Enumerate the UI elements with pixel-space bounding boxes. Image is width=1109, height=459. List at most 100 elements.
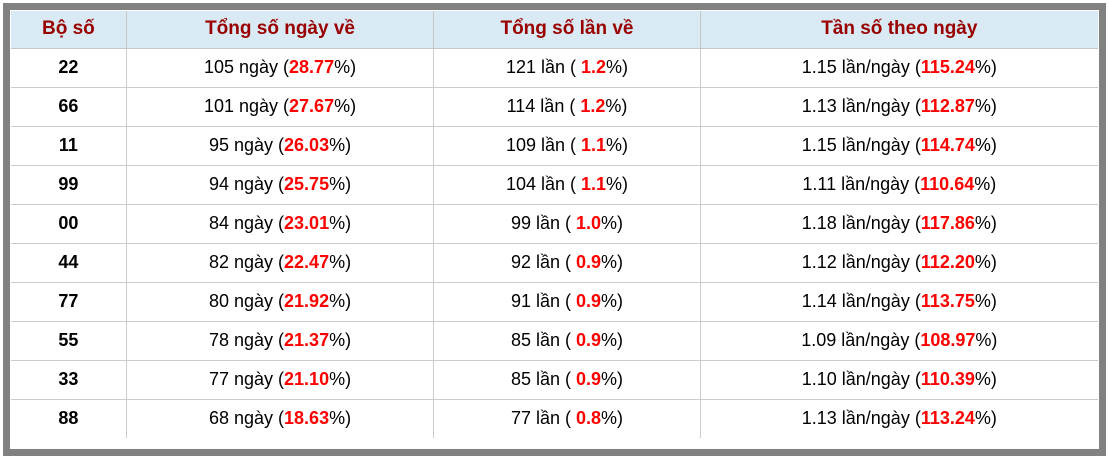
- table-row: 22 105 ngày (28.77%) 121 lần ( 1.2%) 1.1…: [11, 47, 1098, 88]
- times-text: 91 lần (: [510, 291, 576, 311]
- times-text: 85 lần (: [510, 330, 576, 350]
- days-text: 77 ngày (: [208, 369, 285, 389]
- times-closing: %): [606, 174, 629, 194]
- times-percent: 1.1: [581, 174, 607, 194]
- frequency-text: 1.13 lần/ngày (: [801, 408, 921, 429]
- times-percent: 1.2: [580, 96, 606, 116]
- days-text: 78 ngày (: [208, 330, 285, 350]
- pair-cell: 33: [11, 359, 127, 400]
- total-times-cell: 109 lần ( 1.1%): [433, 125, 701, 166]
- frequency-percent: 117.86: [920, 213, 975, 233]
- pair-cell: 55: [11, 320, 127, 361]
- frequency-closing: %): [974, 291, 997, 311]
- total-days-cell: 82 ngày (22.47%): [125, 242, 435, 283]
- frequency-closing: %): [974, 369, 997, 389]
- times-closing: %): [601, 213, 624, 233]
- days-percent: 27.67: [289, 96, 335, 116]
- frequency-cell: 1.13 lần/ngày (112.87%): [699, 86, 1098, 127]
- pair-value: 99: [58, 174, 79, 194]
- frequency-cell: 1.12 lần/ngày (112.20%): [699, 242, 1098, 283]
- total-times-cell: 114 lần ( 1.2%): [433, 86, 701, 127]
- frequency-percent: 113.24: [920, 408, 975, 429]
- frequency-cell: 1.18 lần/ngày (117.86%): [699, 203, 1098, 244]
- times-percent: 1.2: [581, 57, 607, 77]
- column-header-pair: Bộ số: [11, 11, 127, 49]
- pair-cell: 44: [11, 242, 127, 283]
- table-row: 99 94 ngày (25.75%) 104 lần ( 1.1%) 1.11…: [11, 164, 1098, 205]
- table-row: 88 68 ngày (18.63%) 77 lần ( 0.8%) 1.13 …: [11, 398, 1098, 438]
- pair-cell: 22: [11, 47, 127, 88]
- frequency-percent: 115.24: [920, 57, 975, 77]
- times-text: 109 lần (: [505, 135, 581, 155]
- times-text: 114 lần (: [506, 96, 581, 116]
- total-days-cell: 94 ngày (25.75%): [125, 164, 435, 205]
- times-closing: %): [601, 330, 624, 350]
- times-percent: 0.9: [575, 291, 602, 311]
- frequency-text: 1.12 lần/ngày (: [801, 252, 921, 272]
- days-text: 101 ngày (: [203, 96, 290, 116]
- days-percent: 23.01: [284, 213, 330, 233]
- total-days-cell: 84 ngày (23.01%): [125, 203, 435, 244]
- column-header-total-days: Tổng số ngày về: [125, 11, 435, 49]
- times-closing: %): [606, 135, 629, 155]
- frequency-percent: 110.39: [920, 369, 975, 389]
- times-percent: 1.0: [575, 213, 602, 233]
- frequency-percent: 112.87: [920, 96, 975, 116]
- frequency-text: 1.10 lần/ngày (: [801, 369, 921, 389]
- frequency-percent: 110.64: [920, 174, 975, 194]
- pair-cell: 77: [11, 281, 127, 322]
- times-closing: %): [601, 252, 624, 272]
- column-header-total-times: Tổng số lần về: [433, 11, 701, 49]
- total-days-cell: 68 ngày (18.63%): [125, 398, 435, 438]
- frequency-percent: 114.74: [920, 135, 975, 155]
- total-days-cell: 77 ngày (21.10%): [125, 359, 435, 400]
- pair-cell: 00: [11, 203, 127, 244]
- frequency-cell: 1.15 lần/ngày (114.74%): [699, 125, 1098, 166]
- total-times-cell: 91 lần ( 0.9%): [433, 281, 701, 322]
- days-percent: 21.10: [284, 369, 330, 389]
- days-closing: %): [329, 135, 352, 155]
- frequency-percent: 112.20: [920, 252, 975, 272]
- times-closing: %): [601, 369, 624, 389]
- days-closing: %): [334, 57, 357, 77]
- frequency-closing: %): [974, 57, 997, 77]
- total-times-cell: 121 lần ( 1.2%): [433, 47, 701, 88]
- days-percent: 18.63: [284, 408, 330, 429]
- times-text: 104 lần (: [505, 174, 581, 194]
- days-text: 80 ngày (: [208, 291, 285, 311]
- days-percent: 28.77: [289, 57, 335, 77]
- header-row: Bộ số Tổng số ngày về Tổng số lần về Tần…: [11, 11, 1098, 49]
- pair-cell: 99: [11, 164, 127, 205]
- days-percent: 21.92: [284, 291, 330, 311]
- table-row: 66 101 ngày (27.67%) 114 lần ( 1.2%) 1.1…: [11, 86, 1098, 127]
- days-closing: %): [329, 291, 352, 311]
- days-text: 105 ngày (: [203, 57, 290, 77]
- frequency-cell: 1.14 lần/ngày (113.75%): [699, 281, 1098, 322]
- total-times-cell: 85 lần ( 0.9%): [433, 359, 701, 400]
- days-closing: %): [329, 174, 352, 194]
- times-text: 77 lần (: [510, 408, 576, 429]
- frequency-closing: %): [974, 96, 997, 116]
- total-times-cell: 104 lần ( 1.1%): [433, 164, 701, 205]
- total-days-cell: 95 ngày (26.03%): [125, 125, 435, 166]
- pair-value: 22: [58, 57, 79, 77]
- times-text: 121 lần (: [505, 57, 581, 77]
- frequency-cell: 1.11 lần/ngày (110.64%): [699, 164, 1098, 205]
- times-text: 99 lần (: [510, 213, 576, 233]
- times-percent: 0.9: [575, 252, 602, 272]
- days-closing: %): [329, 330, 352, 350]
- pair-value: 77: [58, 291, 79, 311]
- times-text: 92 lần (: [510, 252, 576, 272]
- frequency-cell: 1.09 lần/ngày (108.97%): [699, 320, 1098, 361]
- pair-value: 55: [58, 330, 79, 350]
- pair-cell: 66: [11, 86, 127, 127]
- total-days-cell: 78 ngày (21.37%): [125, 320, 435, 361]
- pair-value: 11: [58, 135, 78, 155]
- total-times-cell: 92 lần ( 0.9%): [433, 242, 701, 283]
- total-times-cell: 85 lần ( 0.9%): [433, 320, 701, 361]
- total-days-cell: 80 ngày (21.92%): [125, 281, 435, 322]
- frequency-closing: %): [974, 213, 997, 233]
- frequency-text: 1.14 lần/ngày (: [801, 291, 921, 311]
- days-percent: 26.03: [284, 135, 330, 155]
